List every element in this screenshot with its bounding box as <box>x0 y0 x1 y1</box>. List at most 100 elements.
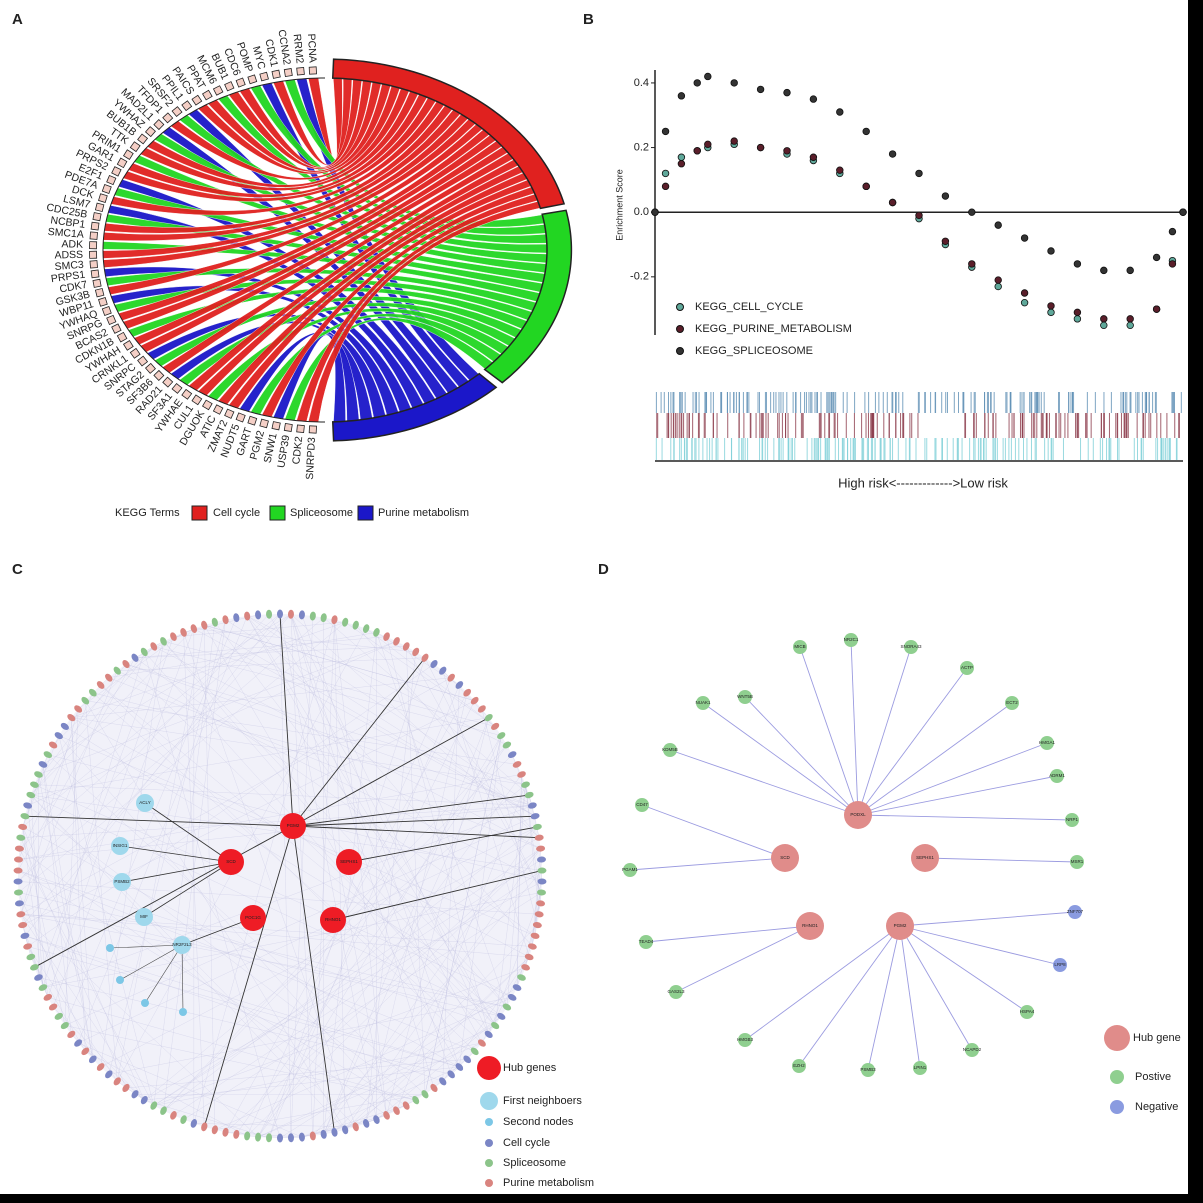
point <box>915 211 923 220</box>
background-edge <box>117 625 205 1082</box>
frame-right <box>1188 0 1203 1203</box>
hub-edge <box>292 794 530 827</box>
perimeter-node <box>477 705 486 713</box>
background-edge <box>27 805 416 1101</box>
legend-label: Cell cycle <box>213 507 260 519</box>
target-node <box>696 696 710 710</box>
node-label: NR2F2L3 <box>172 942 192 947</box>
second-node <box>141 999 149 1007</box>
background-edge <box>532 848 541 947</box>
y-axis-label: Enrichment Score <box>614 169 624 241</box>
background-edge <box>58 735 397 1111</box>
point <box>1126 321 1134 330</box>
perimeter-node <box>536 889 546 896</box>
perimeter-node <box>266 609 273 619</box>
perimeter-node <box>455 681 464 689</box>
gene-box <box>111 166 122 177</box>
background-edge <box>125 1059 468 1089</box>
background-edge <box>71 717 94 1060</box>
first-neighbor <box>136 794 154 812</box>
hub-edge <box>292 825 540 839</box>
perimeter-node <box>222 615 229 625</box>
perimeter-node <box>38 761 48 768</box>
hub-node <box>911 844 939 872</box>
first-neighbor <box>135 908 153 926</box>
perimeter-node <box>13 867 23 874</box>
gene-box <box>92 212 102 222</box>
background-edge <box>268 684 460 1138</box>
perimeter-node <box>34 974 43 981</box>
perimeter-node <box>13 878 23 885</box>
gene-label: SMC3 <box>54 259 84 273</box>
background-edge <box>144 784 526 1101</box>
gene-box <box>171 106 183 118</box>
background-edge <box>247 848 541 1137</box>
hub-node <box>240 905 266 931</box>
background-edge <box>17 617 324 882</box>
background-edge <box>117 1081 145 1101</box>
background-edge <box>506 784 526 1008</box>
background-edge <box>323 735 502 1135</box>
perimeter-node <box>287 609 294 619</box>
target-node <box>1065 813 1079 827</box>
background-edge <box>34 663 127 785</box>
background-edge <box>108 632 377 678</box>
perimeter-node <box>60 1021 69 1030</box>
point <box>1152 253 1161 262</box>
panel-label: A <box>12 11 23 28</box>
point <box>1047 308 1055 317</box>
hub-label: PODXL <box>850 812 866 817</box>
perimeter-node <box>113 666 121 675</box>
perimeter-node <box>16 834 26 841</box>
background-edge <box>17 614 270 882</box>
background-edge <box>386 717 489 1116</box>
legend-marker <box>480 1092 498 1110</box>
hub-label: RHNO1 <box>802 923 818 928</box>
second-edge <box>109 944 183 949</box>
perimeter-node <box>309 1131 316 1141</box>
perimeter-node <box>122 659 130 669</box>
perimeter-node <box>88 1055 97 1064</box>
perimeter-node <box>402 642 410 651</box>
hub-node <box>280 813 306 839</box>
background-edge <box>71 622 346 718</box>
hub-label: PGM2 <box>287 823 300 828</box>
gene-box <box>98 193 108 203</box>
perimeter-node <box>14 889 24 896</box>
edge <box>857 702 1013 816</box>
perimeter-node <box>502 741 512 749</box>
gene-box <box>296 424 305 434</box>
point <box>994 221 1002 229</box>
perimeter-node <box>60 722 69 731</box>
perimeter-node <box>530 813 540 820</box>
point <box>1047 302 1055 310</box>
gene-label: PRPS1 <box>50 269 86 285</box>
perimeter-node <box>48 741 58 749</box>
background-edge <box>30 794 356 1127</box>
second-node <box>179 1008 187 1016</box>
gene-box <box>212 85 224 96</box>
point <box>661 169 670 178</box>
perimeter-node <box>536 856 546 863</box>
legend-marker <box>676 347 684 355</box>
perimeter-node <box>534 911 544 918</box>
background-edge <box>22 826 460 1068</box>
gene-box <box>296 66 305 76</box>
background-edge <box>20 914 530 958</box>
point <box>994 282 1002 291</box>
perimeter-node <box>484 713 493 722</box>
background-edge <box>312 870 543 1137</box>
background-edge <box>20 914 259 1138</box>
perimeter-node <box>383 1111 390 1120</box>
background-edge <box>92 692 483 1044</box>
neighbor-edge <box>119 845 232 863</box>
perimeter-node <box>447 673 455 682</box>
target-node <box>965 1043 979 1057</box>
perimeter-node <box>67 1030 76 1039</box>
perimeter-node <box>30 781 39 788</box>
gene-box <box>101 183 112 194</box>
background-edge <box>30 717 489 796</box>
gene-box <box>224 81 235 92</box>
background-edge <box>78 632 184 710</box>
gene-box <box>162 112 174 124</box>
